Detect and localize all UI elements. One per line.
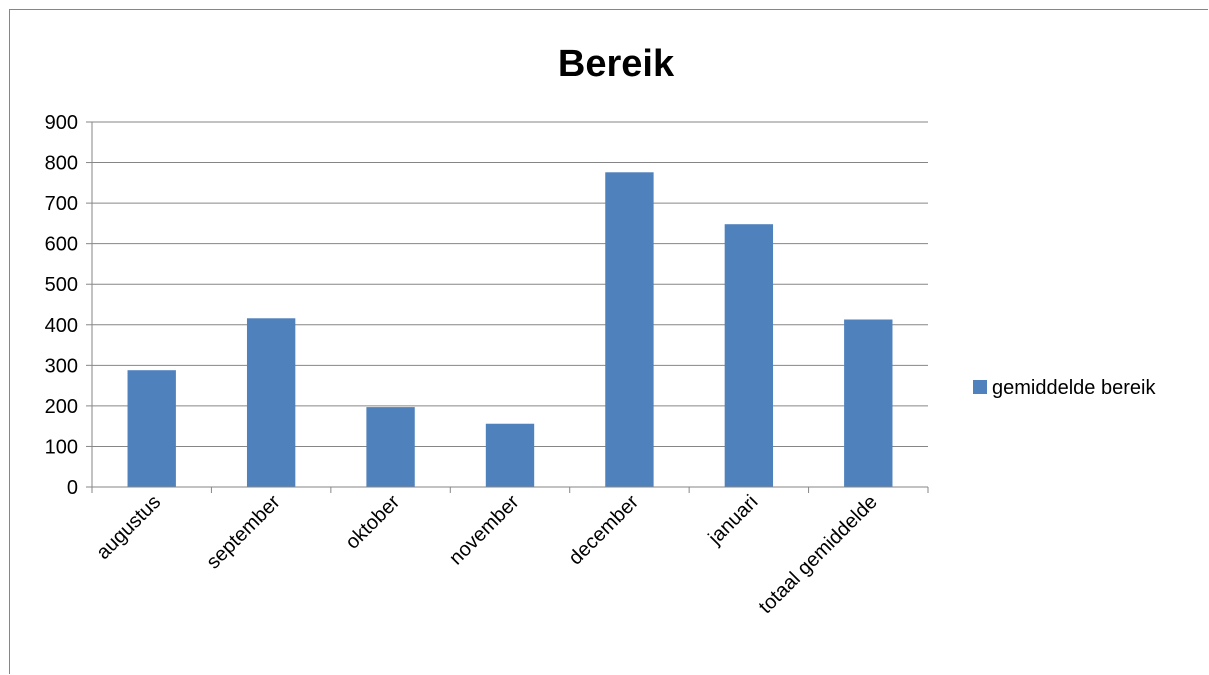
- bar: [366, 407, 415, 487]
- bar: [844, 319, 893, 487]
- bar: [127, 370, 176, 487]
- legend: gemiddelde bereik: [973, 377, 1156, 399]
- x-tick-label: september: [202, 491, 285, 574]
- x-tick-label: oktober: [341, 491, 404, 554]
- y-tick-label: 200: [45, 396, 78, 418]
- y-tick-label: 700: [45, 193, 78, 215]
- y-tick-label: 800: [45, 153, 78, 175]
- x-tick-label: december: [565, 491, 644, 570]
- bar: [246, 318, 296, 487]
- y-tick-label: 900: [45, 112, 78, 134]
- bar: [485, 423, 535, 487]
- y-tick-label: 100: [45, 436, 78, 458]
- bar: [605, 172, 654, 488]
- x-tick-label: totaal gemiddelde: [755, 491, 882, 618]
- y-tick-label: 500: [45, 274, 78, 296]
- y-tick-label: 0: [67, 477, 78, 499]
- x-tick-labels: augustus september oktober november december…: [92, 491, 882, 618]
- y-tick-labels: 0 100 200 300 400 500 600 700 800 900: [45, 112, 78, 499]
- bar: [724, 224, 774, 487]
- legend-label: gemiddelde bereik: [992, 377, 1156, 399]
- axes: [91, 122, 929, 493]
- x-tick-label: november: [445, 491, 524, 570]
- chart-title: Bereik: [558, 43, 675, 85]
- bars: [127, 172, 893, 488]
- legend-swatch: [973, 380, 987, 394]
- y-tick-label: 600: [45, 234, 78, 256]
- y-tick-label: 300: [45, 355, 78, 377]
- y-tick-label: 400: [45, 315, 78, 337]
- x-tick-label: augustus: [92, 491, 165, 564]
- x-tick-label: januari: [704, 491, 763, 550]
